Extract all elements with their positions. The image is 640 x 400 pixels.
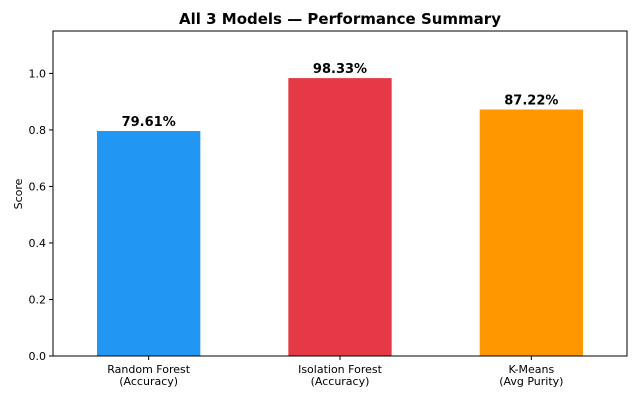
x-tick-label: Isolation Forest (Accuracy) (298, 363, 383, 388)
x-tick-label-line: K-Means (508, 363, 554, 376)
x-tick-label-line: (Accuracy) (311, 375, 370, 388)
x-axis-ticks: Random Forest (Accuracy)Isolation Forest(… (107, 356, 563, 388)
y-tick-label: 0.2 (29, 293, 47, 306)
bar (479, 109, 583, 356)
bars-group (97, 78, 583, 356)
y-tick-label: 0.0 (29, 350, 47, 363)
x-tick-label: Random Forest (Accuracy) (107, 363, 190, 388)
x-tick-label-line: Random Forest (107, 363, 190, 376)
bar (97, 131, 201, 356)
chart-title: All 3 Models — Performance Summary (179, 10, 501, 28)
plot-area-frame (52, 30, 628, 357)
x-tick-label-line: (Avg Purity) (499, 375, 563, 388)
y-tick-label: 0.6 (29, 180, 47, 193)
y-axis-label: Score (12, 178, 25, 209)
y-tick-label: 0.8 (29, 124, 47, 137)
bar-value-label: 87.22% (504, 94, 558, 109)
x-tick-label-line: (Accuracy) (119, 375, 178, 388)
y-axis-ticks: 0.0 0.2 0.4 0.6 0.8 1.0 (29, 67, 53, 363)
x-tick-label: K-Means (Avg Purity) (499, 363, 563, 388)
data-labels-group: 79.61% 98.33% 87.22% (122, 62, 559, 130)
y-tick-label: 1.0 (29, 67, 47, 80)
bar-value-label: 79.61% (122, 115, 176, 130)
x-tick-label-line: Isolation Forest (298, 363, 383, 376)
bar (288, 78, 392, 356)
y-tick-label: 0.4 (29, 237, 47, 250)
bar-value-label: 98.33% (313, 62, 367, 77)
